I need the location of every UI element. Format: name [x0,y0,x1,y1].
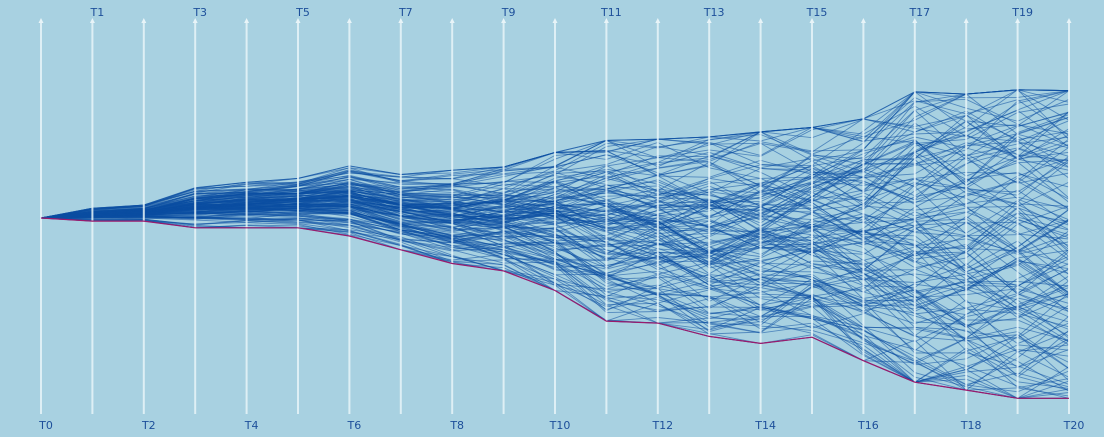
axis-label-t9: T9 [501,6,516,19]
axis-label-t12: T12 [651,419,673,432]
axis-label-t14: T14 [754,419,776,432]
axis-arrow-icon [809,18,815,23]
axis-arrow-icon [1015,18,1021,23]
axis-label-t6: T6 [347,419,362,432]
axis-label-t3: T3 [192,6,207,19]
axis-label-t17: T17 [908,6,930,19]
axis-label-t2: T2 [141,419,156,432]
axis-arrow-icon [398,18,404,23]
axis-label-t8: T8 [449,419,464,432]
axis-label-t10: T10 [549,419,571,432]
axis-label-t16: T16 [857,419,879,432]
axis-label-t4: T4 [244,419,259,432]
axis-arrow-icon [244,18,250,23]
axis-arrow-icon [89,18,95,23]
axis-label-t7: T7 [398,6,413,19]
axis-arrow-icon [346,18,352,23]
axis-labels: T0 T1 T2 T3 T4 T5 T6 T7 T8 T9 T10 T11 T12 T13 T14 T15 T1… [38,6,1084,432]
axis-arrow-icon [1066,18,1072,23]
axis-arrow-icon [295,18,301,23]
highlight-series-line [40,217,1069,399]
axis-arrow-icon [552,18,558,23]
axis-label-t1: T1 [90,6,105,19]
axis-label-t0: T0 [38,419,53,432]
axis-arrow-icon [141,18,147,23]
axis-arrow-icon [963,18,969,23]
axis-arrow-icon [501,18,507,23]
axis-label-t13: T13 [703,6,725,19]
axis-arrow-icon [192,18,198,23]
axis-label-t20: T20 [1063,419,1085,432]
axis-arrow-icon [603,18,609,23]
axis-arrow-icon [38,18,44,23]
axis-label-t15: T15 [806,6,828,19]
axis-label-t19: T19 [1011,6,1033,19]
axis-arrow-icon [860,18,866,23]
axis-arrow-icon [655,18,661,23]
axis-label-t5: T5 [295,6,310,19]
highlight-series [40,217,1069,399]
axis-label-t18: T18 [960,419,982,432]
axis-arrow-icon [706,18,712,23]
axis-label-t11: T11 [600,6,622,19]
axis-arrow-icon [912,18,918,23]
axis-arrow-icon [758,18,764,23]
axis-arrow-icon [449,18,455,23]
